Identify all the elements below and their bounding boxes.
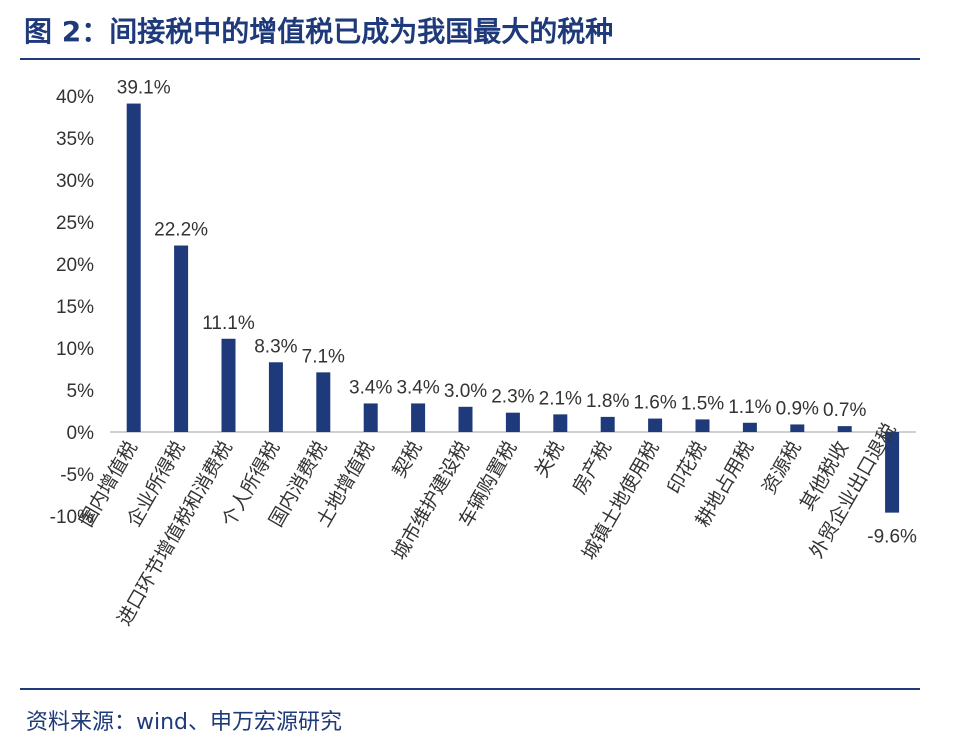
y-tick-label: 10% bbox=[56, 339, 94, 360]
value-label: 0.7% bbox=[823, 400, 866, 421]
y-tick-label: 40% bbox=[56, 87, 94, 108]
category-label: 印花税 bbox=[663, 438, 711, 498]
category-label: 资源税 bbox=[758, 438, 806, 498]
bar bbox=[363, 403, 378, 432]
y-tick-label: 25% bbox=[56, 213, 94, 234]
bar bbox=[885, 432, 900, 513]
value-label: 0.9% bbox=[776, 398, 819, 419]
bar bbox=[600, 416, 615, 432]
value-label: 39.1% bbox=[117, 78, 171, 99]
bar bbox=[411, 403, 426, 432]
category-label: 契税 bbox=[388, 438, 426, 482]
bar bbox=[316, 372, 331, 432]
bar-chart: 40% 35% 30% 25% 20% 15% 10% 5% 0% -5% -10% 39.1% 22… bbox=[50, 78, 917, 630]
bar bbox=[648, 418, 663, 432]
value-label: 7.1% bbox=[302, 346, 345, 367]
category-label: 关税 bbox=[531, 438, 569, 482]
value-label: -9.6% bbox=[867, 527, 917, 548]
bar bbox=[742, 422, 757, 432]
bar bbox=[458, 406, 473, 432]
bar bbox=[174, 245, 189, 432]
value-label: 1.8% bbox=[586, 391, 629, 412]
bar bbox=[695, 419, 710, 432]
source-note: 资料来源：wind、申万宏源研究 bbox=[26, 710, 343, 735]
value-label: 1.5% bbox=[681, 393, 724, 414]
y-tick-label: 20% bbox=[56, 255, 94, 276]
y-axis: 40% 35% 30% 25% 20% 15% 10% 5% 0% -5% -10% bbox=[50, 87, 916, 528]
figure-title: 图 2：间接税中的增值税已成为我国最大的税种 bbox=[24, 15, 614, 48]
bar bbox=[268, 362, 283, 432]
bar bbox=[221, 338, 236, 432]
bar bbox=[505, 412, 520, 432]
footer-rule bbox=[20, 688, 920, 690]
value-label: 3.0% bbox=[444, 381, 487, 402]
value-label: 22.2% bbox=[154, 220, 208, 241]
value-label: 1.1% bbox=[728, 397, 771, 418]
bar bbox=[126, 103, 141, 432]
y-tick-label: -10% bbox=[50, 507, 94, 528]
title-rule bbox=[20, 58, 920, 60]
value-label: 11.1% bbox=[202, 313, 255, 334]
category-label: 房产税 bbox=[568, 438, 616, 498]
value-label: 3.4% bbox=[349, 377, 392, 398]
value-label: 8.3% bbox=[254, 336, 297, 357]
value-labels: 39.1%22.2%11.1%8.3% 7.1%3.4% 3.4% 3.0% 2.3% 2… bbox=[117, 78, 917, 548]
y-tick-label: -5% bbox=[60, 465, 94, 486]
value-label: 2.3% bbox=[491, 387, 534, 408]
bar bbox=[837, 426, 852, 432]
bars bbox=[126, 103, 900, 513]
y-tick-label: 5% bbox=[67, 381, 95, 402]
y-tick-label: 35% bbox=[56, 129, 94, 150]
bar bbox=[553, 414, 568, 432]
value-label: 2.1% bbox=[539, 388, 582, 409]
y-tick-label: 0% bbox=[67, 423, 95, 444]
bar bbox=[790, 424, 805, 432]
y-tick-label: 30% bbox=[56, 171, 94, 192]
y-tick-label: 15% bbox=[56, 297, 94, 318]
value-label: 3.4% bbox=[396, 377, 439, 398]
value-label: 1.6% bbox=[633, 393, 676, 414]
